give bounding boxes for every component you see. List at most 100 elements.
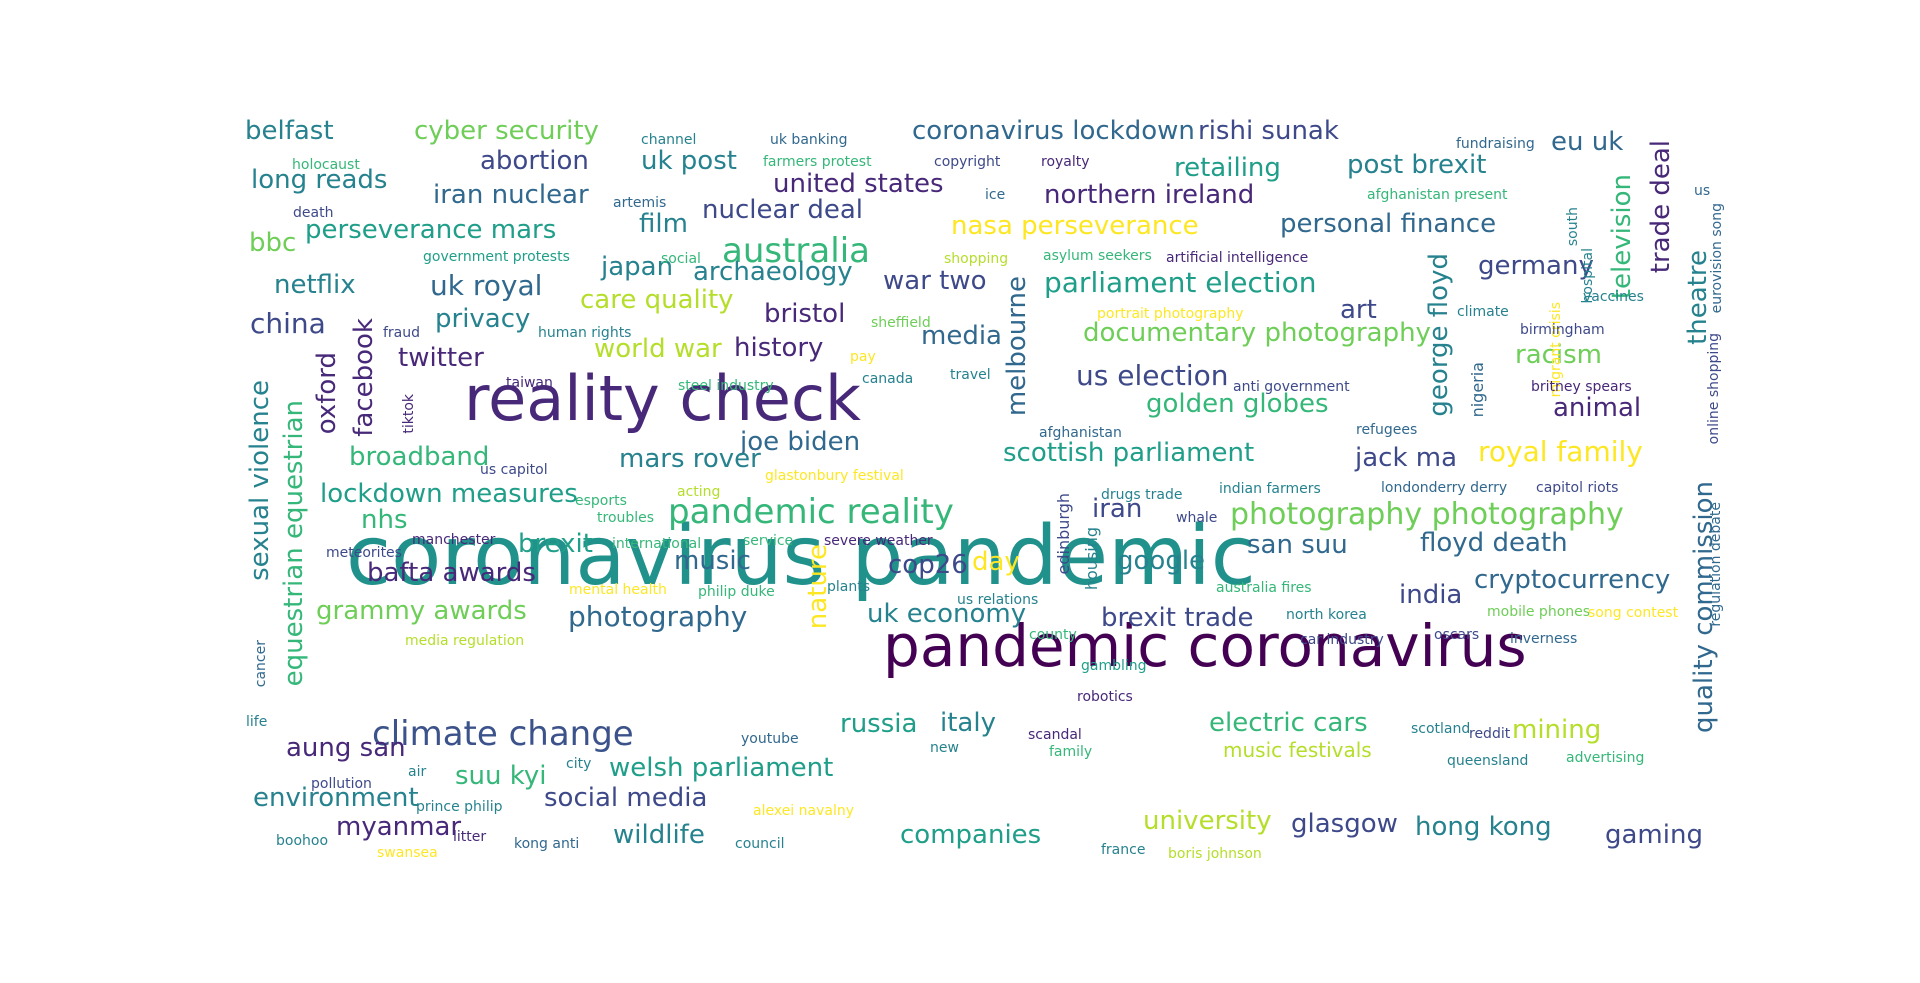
word-alexei-navalny: alexei navalny	[753, 803, 854, 819]
word-life: life	[246, 714, 267, 730]
word-george-floyd: george floyd	[1424, 253, 1454, 417]
word-online-shopping: online shopping	[1706, 333, 1722, 444]
word-family: family	[1049, 744, 1092, 760]
word-capitol-riots: capitol riots	[1536, 480, 1618, 496]
word-climate: climate	[1457, 304, 1509, 320]
word-aung-san: aung san	[286, 733, 406, 763]
word-steel-industry: steel industry	[678, 378, 774, 394]
word-jack-ma: jack ma	[1354, 443, 1457, 473]
word-post-brexit: post brexit	[1347, 150, 1486, 180]
word-artemis: artemis	[613, 195, 666, 211]
word-tiktok: tiktok	[401, 393, 417, 434]
word-iran-nuclear: iran nuclear	[433, 180, 589, 210]
word-housing: housing	[1082, 527, 1101, 590]
word-reddit: reddit	[1469, 726, 1511, 742]
word-world-war: world war	[594, 334, 722, 364]
word-song-contest: song contest	[1588, 605, 1679, 621]
word-companies: companies	[900, 820, 1041, 850]
word-us-capitol: us capitol	[480, 462, 548, 478]
word-sexual-violence: sexual violence	[245, 380, 275, 581]
word-pay: pay	[850, 349, 876, 365]
word-mars-rover: mars rover	[619, 444, 761, 474]
word-bbc: bbc	[249, 228, 296, 258]
word-eurovision-song: eurovision song	[1709, 203, 1725, 313]
word-nature: nature	[803, 544, 833, 629]
word-us-relations: us relations	[957, 592, 1038, 608]
word-long-reads: long reads	[251, 165, 387, 195]
word-university: university	[1143, 806, 1272, 836]
word-uk-economy: uk economy	[867, 599, 1026, 629]
word-melbourne: melbourne	[1002, 276, 1032, 416]
word-inverness: inverness	[1510, 631, 1577, 647]
word-afghanistan-present: afghanistan present	[1367, 187, 1508, 203]
word-air: air	[408, 764, 426, 780]
word-north-korea: north korea	[1286, 607, 1367, 623]
word-media-regulation: media regulation	[405, 633, 524, 649]
word-meteorites: meteorites	[326, 545, 402, 561]
word-abortion: abortion	[480, 146, 589, 176]
word-social-media: social media	[544, 783, 707, 813]
word-service: service	[743, 533, 793, 549]
word-grammy-awards: grammy awards	[316, 596, 527, 626]
word-county: county	[1029, 627, 1077, 643]
word-regulation-debate: regulation debate	[1708, 502, 1724, 627]
word-hong-kong: hong kong	[1415, 812, 1552, 842]
word-cancer: cancer	[253, 640, 269, 687]
words-layer: coronavirus pandemic pandemic coronavirus…	[245, 116, 1725, 862]
word-music-festivals: music festivals	[1223, 738, 1372, 762]
word-hospital: hospital	[1580, 248, 1596, 303]
word-pandemic-coronavirus: pandemic coronavirus	[883, 612, 1527, 680]
word-farmers-protest: farmers protest	[763, 154, 872, 170]
word-cyber-security: cyber security	[414, 116, 599, 146]
word-gambling: gambling	[1081, 658, 1147, 674]
word-fraud: fraud	[383, 325, 420, 341]
word-eu-uk: eu uk	[1551, 127, 1623, 157]
word-council: council	[735, 836, 785, 852]
word-manchester: manchester	[412, 532, 496, 548]
word-archaeology: archaeology	[693, 257, 853, 287]
word-litter: litter	[453, 829, 486, 845]
word-united-states: united states	[773, 169, 944, 199]
word-indian-farmers: indian farmers	[1219, 481, 1321, 497]
word-kong-anti: kong anti	[514, 836, 579, 852]
word-advertising: advertising	[1566, 750, 1644, 766]
word-refugees: refugees	[1356, 422, 1417, 438]
word-nasa-perseverance: nasa perseverance	[951, 211, 1199, 241]
word-twitter: twitter	[398, 343, 484, 373]
word-iran: iran	[1092, 494, 1142, 524]
word-glastonbury-festival: glastonbury festival	[765, 468, 904, 484]
word-oxford: oxford	[312, 352, 342, 434]
word-sheffield: sheffield	[871, 315, 931, 331]
word-channel: channel	[641, 132, 696, 148]
word-international: international	[612, 536, 701, 552]
word-glasgow: glasgow	[1291, 809, 1398, 839]
word-france: france	[1101, 842, 1145, 858]
word-rishi-sunak: rishi sunak	[1198, 116, 1339, 146]
word-royalty: royalty	[1041, 154, 1090, 170]
word-uk-post: uk post	[641, 146, 737, 176]
word-troubles: troubles	[597, 510, 654, 526]
word-travel: travel	[950, 367, 991, 383]
word-copyright: copyright	[934, 154, 1001, 170]
word-esports: esports	[575, 493, 627, 509]
word-plants: plants	[827, 579, 870, 595]
word-climate-change: climate change	[372, 714, 634, 754]
word-britney-spears: britney spears	[1531, 379, 1632, 395]
word-floyd-death: floyd death	[1420, 528, 1568, 558]
word-golden-globes: golden globes	[1146, 389, 1329, 419]
word-mobile-phones: mobile phones	[1487, 604, 1590, 620]
word-television: television	[1607, 174, 1637, 299]
word-anti-government: anti government	[1233, 379, 1350, 395]
word-new: new	[930, 740, 959, 756]
word-nhs: nhs	[361, 505, 408, 535]
word-italy: italy	[940, 708, 996, 738]
word-us: us	[1694, 183, 1710, 199]
word-china: china	[250, 307, 326, 340]
word-wildlife: wildlife	[613, 820, 705, 850]
word-youtube: youtube	[741, 731, 799, 747]
word-bafta-awards: bafta awards	[367, 558, 536, 588]
word-south: south	[1565, 207, 1581, 246]
word-australia: australia	[722, 231, 870, 271]
word-social: social	[661, 251, 701, 267]
